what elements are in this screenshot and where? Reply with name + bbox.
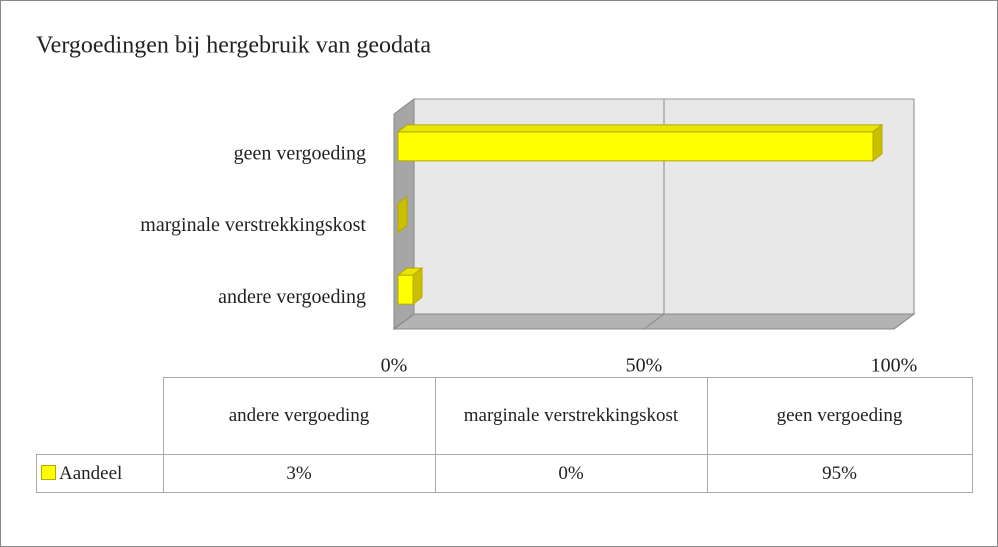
table-header: geen vergoeding — [706, 377, 973, 455]
table-value: 3% — [162, 454, 436, 493]
legend-label: Aandeel — [59, 462, 123, 484]
table-value: 0% — [434, 454, 708, 493]
x-tick-label: 50% — [626, 355, 663, 377]
blank-cell — [36, 377, 164, 455]
bar — [397, 131, 874, 162]
table-value: 95% — [706, 454, 973, 493]
bar-side — [412, 267, 423, 306]
grid-floor-line — [393, 313, 415, 330]
bar — [397, 274, 414, 305]
legend-swatch — [41, 464, 56, 480]
table-header: marginale verstrekkingskost — [434, 377, 708, 455]
y-tick-label: andere vergoeding — [218, 286, 366, 308]
bar-top — [396, 124, 884, 133]
y-tick-label: geen vergoeding — [234, 142, 366, 164]
bar-3d — [397, 195, 408, 234]
grid-floor-line — [893, 313, 915, 330]
bar-side — [872, 123, 883, 162]
x-tick-label: 100% — [871, 355, 918, 377]
data-table: andere vergoeding marginale verstrekkings… — [36, 377, 973, 493]
chart-title: Vergoedingen bij hergebruik van geodata — [36, 33, 431, 59]
bar-3d — [396, 267, 424, 306]
legend-cell: Aandeel — [36, 454, 164, 493]
bar-side — [397, 195, 408, 234]
table-header: andere vergoeding — [162, 377, 436, 455]
y-tick-label: marginale verstrekkingskost — [140, 214, 366, 236]
x-tick-label: 0% — [381, 355, 408, 377]
bar-3d — [396, 123, 884, 162]
grid-floor-line — [643, 313, 665, 330]
